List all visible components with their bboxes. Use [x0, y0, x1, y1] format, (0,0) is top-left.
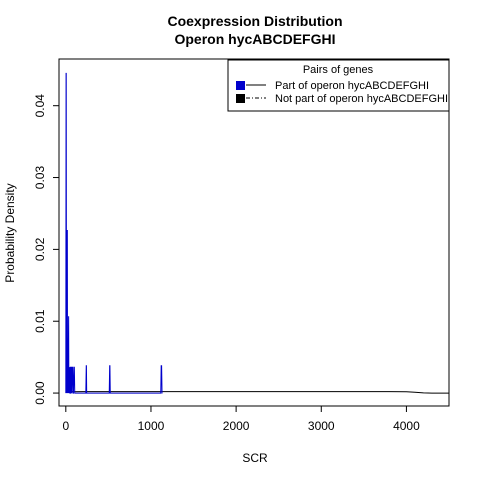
- y-axis-label: Probability Density: [3, 183, 17, 282]
- series-line-not-part-of-operon: [65, 391, 449, 394]
- y-tick-label: 0.00: [33, 381, 47, 405]
- x-tick-label: 3000: [308, 419, 335, 433]
- x-axis-label: SCR: [242, 451, 268, 465]
- series-layer: [65, 72, 449, 394]
- axes-layer: 0 1000 2000 3000 4000 0.00 0.01 0.02 0.03 0.04: [33, 94, 420, 433]
- x-tick-label: 1000: [138, 419, 165, 433]
- legend-label-part: Part of operon hycABCDEFGHI: [275, 80, 429, 92]
- legend-swatch-not-part: [236, 94, 245, 103]
- plot-area: [58, 58, 450, 407]
- plot-frame: [58, 58, 450, 407]
- y-tick-label: 0.02: [33, 237, 47, 261]
- y-tick-label: 0.01: [33, 309, 47, 333]
- chart-subtitle: Operon hycABCDEFGHI: [174, 31, 335, 47]
- y-tick-label: 0.04: [33, 94, 47, 118]
- chart-title: Coexpression Distribution: [167, 13, 342, 29]
- series-line-part-of-operon: [65, 72, 163, 394]
- x-tick-label: 4000: [393, 419, 420, 433]
- legend-title: Pairs of genes: [303, 64, 374, 76]
- x-tick-label: 2000: [223, 419, 250, 433]
- legend: Pairs of genes Part of operon hycABCDEFG…: [227, 59, 450, 112]
- legend-swatch-part: [236, 81, 245, 90]
- legend-label-not-part: Not part of operon hycABCDEFGHI: [275, 93, 448, 105]
- x-tick-label: 0: [62, 419, 69, 433]
- y-tick-label: 0.03: [33, 166, 47, 190]
